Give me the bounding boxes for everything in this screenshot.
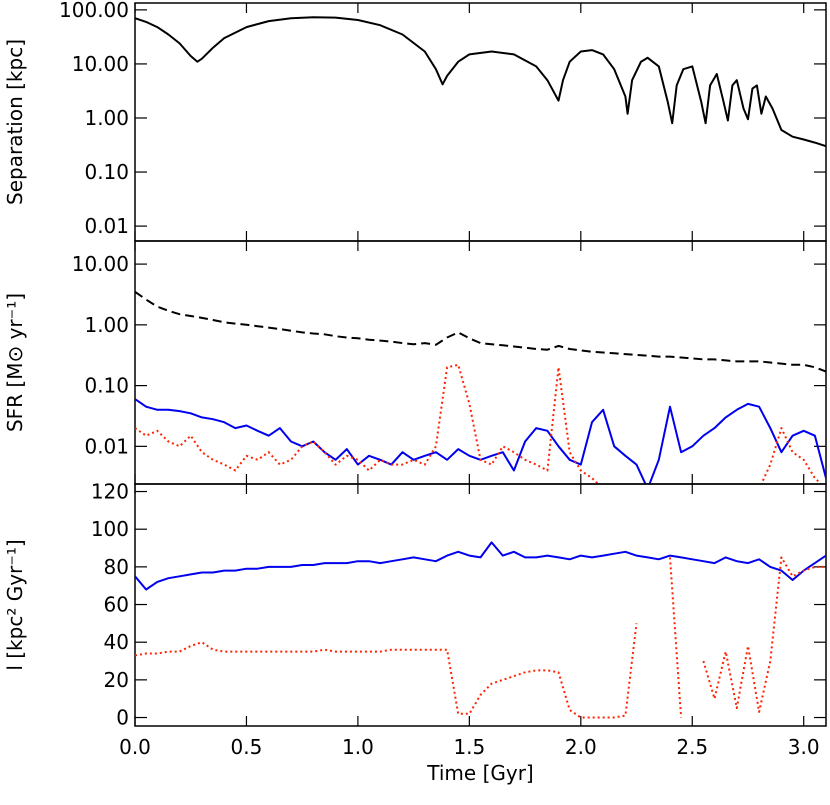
y-tick-label: 100.00 <box>59 0 129 22</box>
x-tick-label: 2.0 <box>565 735 597 759</box>
plot-frame <box>134 2 827 242</box>
y-tick-label: 1.00 <box>84 106 129 130</box>
y-axis-label: SFR [M⊙ yr⁻¹] <box>3 293 27 432</box>
x-tick-label: 1.5 <box>453 735 485 759</box>
x-tick-label: 2.5 <box>676 735 708 759</box>
x-tick-label: 3.0 <box>788 735 820 759</box>
plot-area <box>135 541 826 719</box>
x-tick-label: 1.0 <box>342 735 374 759</box>
series-line <box>135 398 826 484</box>
series-line <box>135 16 826 148</box>
y-tick-label: 0.10 <box>84 374 129 398</box>
y-tick-label: 0.01 <box>84 434 129 458</box>
y-tick-label: 100 <box>91 517 129 541</box>
x-tick-label: 0.0 <box>119 735 151 759</box>
x-axis-label: Time [Gyr] <box>426 761 533 785</box>
plot-area <box>135 290 826 484</box>
y-tick-label: 60 <box>104 593 129 617</box>
x-tick-label: 0.5 <box>231 735 263 759</box>
plot-frame <box>134 483 827 727</box>
y-tick-label: 0.10 <box>84 160 129 184</box>
y-tick-label: 0.01 <box>84 214 129 238</box>
y-tick-label: 1.00 <box>84 313 129 337</box>
plot-frame <box>134 240 827 485</box>
y-tick-label: 120 <box>91 480 129 504</box>
plot-area <box>135 16 826 148</box>
series-line <box>135 556 826 719</box>
y-tick-label: 0 <box>116 706 129 730</box>
y-axis-label: Separation [kpc] <box>3 39 27 205</box>
y-tick-label: 40 <box>104 630 129 654</box>
y-axis-label: l [kpc² Gyr⁻¹] <box>3 539 27 670</box>
series-line <box>135 541 826 591</box>
y-tick-label: 10.00 <box>72 252 129 276</box>
y-tick-label: 80 <box>104 555 129 579</box>
y-tick-label: 20 <box>104 668 129 692</box>
series-line <box>135 290 826 373</box>
series-line <box>135 363 823 484</box>
y-tick-label: 10.00 <box>72 52 129 76</box>
